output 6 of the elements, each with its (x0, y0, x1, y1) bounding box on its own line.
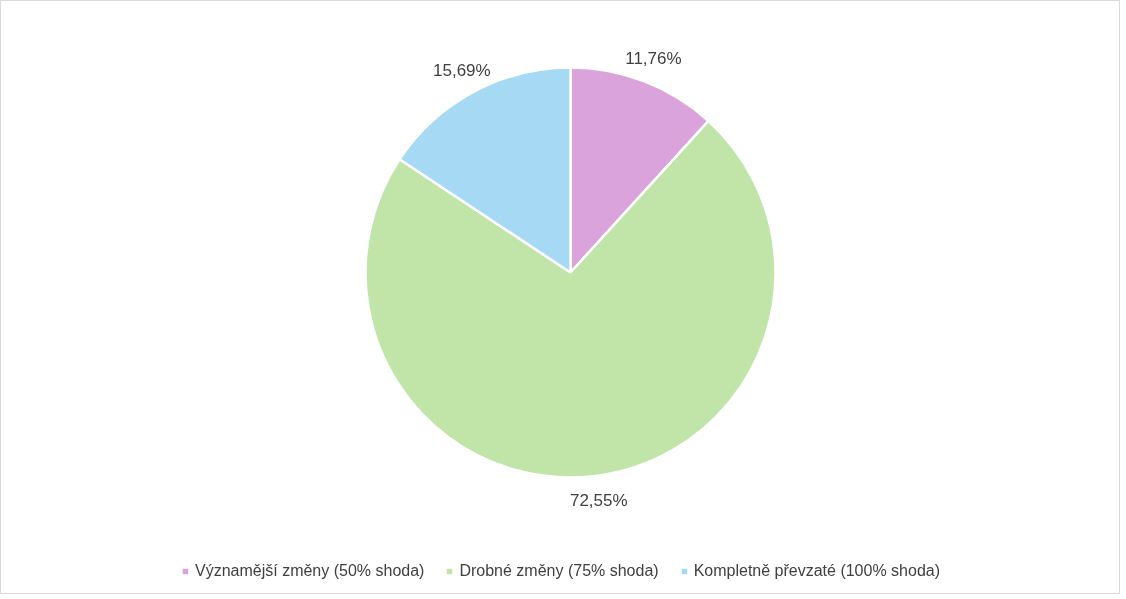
data-label: 11,76% (625, 48, 682, 68)
data-label: 72,55% (569, 490, 628, 510)
data-label: 15,69% (433, 60, 491, 80)
legend-label: Významější změny (50% shoda) (194, 562, 425, 580)
legend-label: Kompletně převzaté (100% shoda) (693, 562, 941, 580)
legend-label: Drobné změny (75% shoda) (459, 562, 659, 580)
